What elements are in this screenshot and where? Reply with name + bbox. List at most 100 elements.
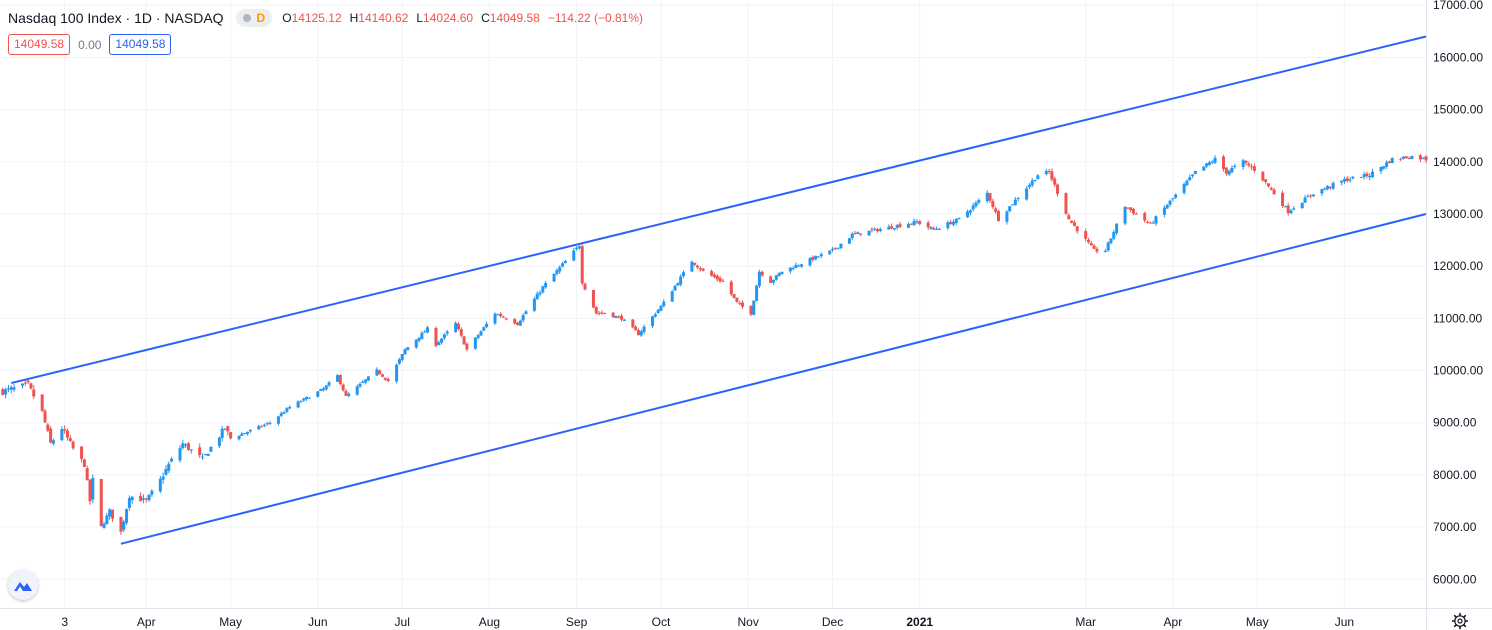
candle-body — [1, 389, 5, 395]
candle-body — [909, 223, 913, 225]
candle-body — [518, 320, 522, 326]
candle-body — [186, 443, 190, 450]
candle-body — [532, 298, 536, 311]
candle-body — [1146, 221, 1150, 223]
candle-body — [262, 424, 266, 427]
candle-body — [867, 230, 871, 236]
candle-body — [164, 468, 168, 475]
candle-body — [831, 248, 835, 250]
symbol-title[interactable]: Nasdaq 100 Index · 1D · NASDAQ — [8, 10, 224, 26]
candle-body — [1407, 158, 1411, 160]
y-tick-label: 9000.00 — [1433, 416, 1477, 430]
candle-body — [319, 389, 323, 391]
tradingview-logo-icon[interactable] — [8, 570, 38, 600]
x-tick-label: Mar — [1075, 615, 1096, 629]
candle-body — [732, 294, 736, 298]
candle-body — [217, 437, 221, 447]
candle-body — [400, 354, 404, 361]
candle-body — [60, 428, 64, 441]
candle-body — [814, 255, 818, 260]
candle-body — [1281, 192, 1285, 207]
candle-body — [1056, 184, 1060, 194]
candle-body — [184, 444, 188, 446]
candle-body — [1227, 170, 1231, 175]
candle-body — [1193, 170, 1197, 174]
candle-body — [111, 509, 115, 519]
candle-body — [620, 315, 624, 320]
candle-body — [639, 331, 643, 336]
candle-body — [6, 388, 10, 390]
settings-gear-icon[interactable] — [1451, 612, 1469, 630]
y-tick-label: 8000.00 — [1433, 468, 1477, 482]
candle-body — [29, 383, 33, 389]
candle-body — [1005, 211, 1009, 222]
candle-body — [1188, 177, 1192, 181]
candle-body — [712, 274, 716, 278]
candle-body — [915, 221, 919, 223]
candle-body — [366, 376, 370, 381]
candle-body — [597, 313, 601, 315]
candle-body — [4, 389, 8, 395]
candle-body — [265, 423, 269, 425]
candle-body — [1224, 167, 1228, 174]
candle-body — [336, 375, 340, 382]
candle-body — [1148, 222, 1152, 224]
candle-body — [26, 380, 30, 383]
candle-body — [1126, 207, 1130, 209]
candle-body — [139, 495, 143, 502]
candle-body — [355, 386, 359, 395]
candle-body — [1250, 166, 1254, 168]
interval-badge[interactable]: D — [235, 9, 273, 27]
candle-body — [1213, 157, 1217, 163]
candle-body — [698, 268, 702, 270]
candle-body — [1247, 163, 1251, 166]
price-box-blue: 14049.58 — [109, 34, 172, 55]
candle-body — [1283, 206, 1287, 208]
candle-body — [729, 281, 733, 295]
candle-body — [324, 385, 328, 390]
x-tick-label: Jul — [395, 615, 410, 629]
candle-body — [1089, 243, 1093, 246]
candle-body — [777, 273, 781, 276]
candle-body — [1070, 220, 1074, 223]
candle-body — [1033, 179, 1037, 181]
candle-body — [23, 382, 27, 384]
x-tick-label: Dec — [822, 615, 843, 629]
candle-body — [327, 382, 331, 386]
candle-body — [651, 316, 655, 327]
candle-body — [594, 307, 598, 314]
y-tick-label: 12000.00 — [1433, 259, 1483, 273]
candle-body — [1261, 171, 1265, 181]
candle-body — [316, 391, 320, 397]
candle-body — [1328, 187, 1332, 189]
candle-body — [808, 258, 812, 266]
candle-body — [1165, 205, 1169, 209]
candle-body — [1252, 166, 1256, 171]
candle-body — [161, 476, 165, 480]
candle-body — [895, 225, 899, 228]
candle-body — [1036, 175, 1040, 180]
candle-body — [1306, 196, 1310, 198]
candle-body — [1106, 242, 1110, 251]
candle-body — [935, 228, 939, 230]
candle-body — [971, 205, 975, 210]
candle-body — [1421, 157, 1425, 159]
candle-body — [1075, 226, 1079, 232]
candle-body — [1264, 179, 1268, 182]
candle-body — [1348, 179, 1352, 181]
candle-body — [473, 337, 477, 349]
candle-body — [1191, 174, 1195, 177]
price-box-red: 14049.58 — [8, 34, 71, 55]
candle-body — [600, 312, 604, 314]
candle-body — [479, 331, 483, 336]
candle-body — [985, 192, 989, 202]
close-label: C — [481, 11, 490, 25]
candle-body — [181, 443, 185, 449]
candle-body — [1269, 187, 1273, 190]
candle-body — [659, 305, 663, 311]
candle-body — [788, 267, 792, 272]
candle-body — [1401, 156, 1405, 159]
candle-body — [662, 301, 666, 307]
high-label: H — [349, 11, 359, 25]
